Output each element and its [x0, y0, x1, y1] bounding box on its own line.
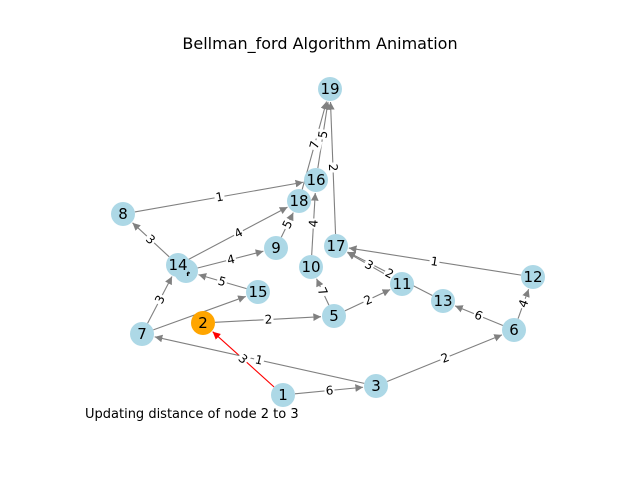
svg-text:15: 15 [248, 283, 267, 301]
edge-weight-7-14: 3 [151, 291, 169, 308]
edge-weight-4-9: 4 [224, 251, 238, 268]
figure-title: Bellman_ford Algorithm Animation [182, 34, 458, 53]
edge-weight-5-11: 2 [360, 291, 376, 309]
edge-weight-6-12: 4 [515, 296, 532, 311]
edge-weight-16-19: 5 [315, 128, 331, 141]
nodes-layer: 12345678910111213141516171819 [111, 77, 545, 407]
edge-weight-9-18: 5 [279, 216, 296, 233]
node-17: 17 [324, 234, 348, 258]
svg-text:1: 1 [215, 189, 225, 204]
edge-weight-1-3: 6 [323, 383, 336, 398]
svg-text:7: 7 [307, 139, 323, 150]
edge-weight-12-17: 1 [428, 253, 441, 270]
svg-text:6: 6 [509, 321, 519, 339]
node-9: 9 [264, 236, 288, 260]
edge-weight-3-6: 2 [437, 349, 453, 367]
svg-text:2: 2 [326, 163, 340, 171]
svg-text:13: 13 [433, 292, 452, 310]
svg-text:2: 2 [264, 312, 272, 326]
svg-text:14: 14 [168, 256, 187, 274]
edge-weight-3-7: 1 [252, 352, 266, 368]
node-10: 10 [299, 255, 323, 279]
svg-text:4: 4 [226, 252, 237, 267]
svg-text:18: 18 [289, 192, 308, 210]
edge-weight-10-16: 4 [306, 218, 321, 229]
svg-text:17: 17 [326, 237, 345, 255]
edge-weight-17-19: 2 [325, 162, 341, 173]
svg-text:4: 4 [306, 219, 320, 227]
edge-weight-2-5: 2 [263, 312, 274, 327]
svg-text:6: 6 [325, 383, 334, 398]
node-7: 7 [130, 322, 154, 346]
node-11: 11 [390, 272, 414, 296]
node-12: 12 [521, 265, 545, 289]
edge-weight-11-17: 3 [361, 256, 377, 274]
node-1: 1 [271, 383, 295, 407]
node-19: 19 [318, 77, 342, 101]
svg-text:11: 11 [392, 275, 411, 293]
node-18: 18 [287, 189, 311, 213]
svg-text:5: 5 [216, 274, 227, 290]
svg-text:16: 16 [306, 171, 325, 189]
svg-text:1: 1 [278, 386, 288, 404]
svg-text:12: 12 [523, 268, 542, 286]
svg-text:1: 1 [254, 352, 264, 367]
edge-weight-8-16: 1 [213, 189, 226, 205]
edge-weight-6-13: 6 [471, 307, 486, 324]
node-8: 8 [111, 202, 135, 226]
node-15: 15 [246, 280, 270, 304]
svg-text:4: 4 [516, 298, 532, 310]
svg-text:8: 8 [118, 205, 128, 223]
node-3: 3 [364, 374, 388, 398]
edge-weight-14-18: 4 [230, 224, 247, 242]
node-13: 13 [431, 289, 455, 313]
svg-text:5: 5 [316, 130, 331, 140]
status-caption: Updating distance of node 2 to 3 [85, 407, 299, 422]
svg-text:10: 10 [301, 258, 320, 276]
node-5: 5 [322, 304, 346, 328]
svg-text:1: 1 [430, 254, 440, 269]
edge-weight-18-19: 7 [306, 138, 323, 152]
svg-text:19: 19 [320, 80, 339, 98]
node-16: 16 [304, 168, 328, 192]
node-6: 6 [502, 318, 526, 342]
edge-weight-15-4: 5 [215, 273, 229, 290]
svg-text:7: 7 [137, 325, 147, 343]
svg-text:2: 2 [198, 314, 208, 332]
svg-text:9: 9 [271, 239, 281, 257]
edge-weight-5-10: 7 [314, 283, 331, 300]
node-2: 2 [191, 311, 215, 335]
svg-text:3: 3 [371, 377, 381, 395]
node-14: 14 [166, 253, 190, 277]
svg-text:5: 5 [329, 307, 339, 325]
